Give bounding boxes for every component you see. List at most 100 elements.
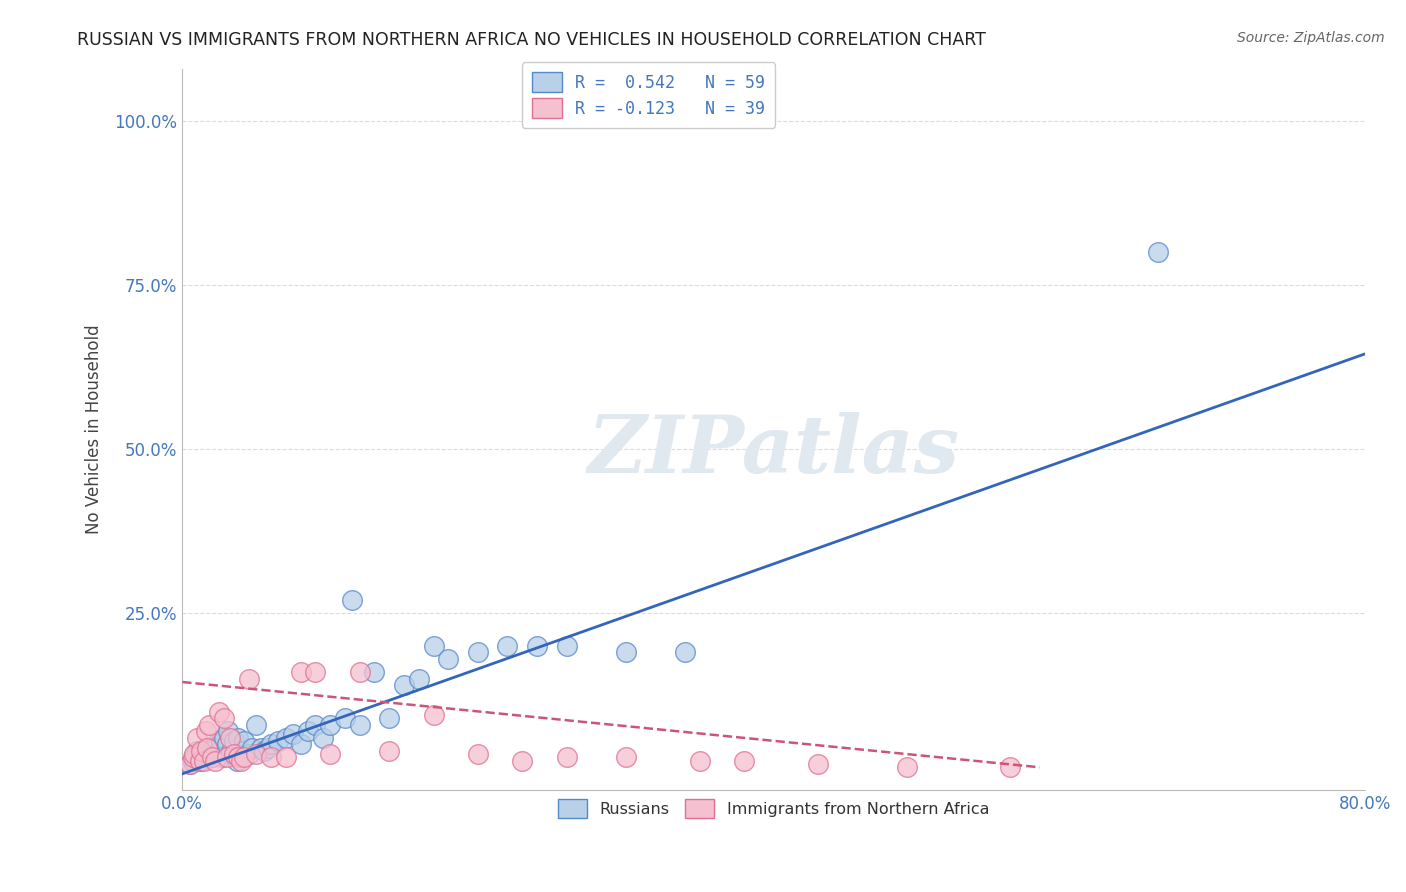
Point — [281, 727, 304, 741]
Point — [208, 744, 231, 758]
Point — [267, 734, 290, 748]
Point — [614, 645, 637, 659]
Point — [190, 744, 212, 758]
Point — [408, 672, 430, 686]
Point — [422, 639, 444, 653]
Point — [1147, 245, 1170, 260]
Point — [222, 747, 245, 761]
Point — [181, 750, 204, 764]
Point — [555, 750, 578, 764]
Point — [274, 750, 297, 764]
Point — [378, 711, 401, 725]
Point — [231, 754, 253, 768]
Point — [297, 724, 319, 739]
Point — [186, 744, 208, 758]
Point — [467, 645, 489, 659]
Point — [240, 740, 263, 755]
Point — [319, 717, 342, 731]
Point — [231, 744, 253, 758]
Point — [186, 747, 208, 761]
Point — [614, 750, 637, 764]
Point — [233, 750, 256, 764]
Point — [228, 750, 250, 764]
Point — [304, 665, 326, 680]
Point — [290, 737, 312, 751]
Point — [733, 754, 755, 768]
Point — [215, 737, 238, 751]
Point — [249, 740, 271, 755]
Point — [197, 740, 219, 755]
Point — [181, 754, 204, 768]
Point — [422, 707, 444, 722]
Point — [212, 731, 235, 745]
Point — [226, 754, 249, 768]
Point — [304, 717, 326, 731]
Point — [238, 747, 260, 761]
Point — [378, 744, 401, 758]
Point — [209, 734, 232, 748]
Point — [205, 737, 228, 751]
Point — [496, 639, 519, 653]
Point — [183, 747, 205, 761]
Point — [233, 734, 256, 748]
Point — [998, 760, 1021, 774]
Point — [319, 747, 342, 761]
Point — [215, 750, 238, 764]
Point — [252, 744, 274, 758]
Point — [188, 754, 211, 768]
Point — [673, 645, 696, 659]
Point — [245, 717, 267, 731]
Point — [349, 665, 371, 680]
Point — [896, 760, 918, 774]
Point — [194, 724, 217, 739]
Point — [211, 750, 233, 764]
Point — [526, 639, 548, 653]
Point — [260, 750, 283, 764]
Y-axis label: No Vehicles in Household: No Vehicles in Household — [86, 325, 103, 534]
Legend: Russians, Immigrants from Northern Africa: Russians, Immigrants from Northern Afric… — [550, 791, 997, 826]
Point — [204, 747, 226, 761]
Point — [510, 754, 533, 768]
Point — [349, 717, 371, 731]
Point — [218, 747, 240, 761]
Point — [183, 750, 205, 764]
Point — [274, 731, 297, 745]
Point — [194, 750, 217, 764]
Text: Source: ZipAtlas.com: Source: ZipAtlas.com — [1237, 31, 1385, 45]
Point — [290, 665, 312, 680]
Point — [312, 731, 335, 745]
Point — [198, 717, 221, 731]
Point — [197, 747, 219, 761]
Point — [245, 747, 267, 761]
Point — [342, 593, 364, 607]
Point — [217, 724, 239, 739]
Point — [238, 672, 260, 686]
Point — [179, 757, 201, 772]
Point — [228, 731, 250, 745]
Point — [201, 750, 224, 764]
Point — [198, 740, 221, 755]
Point — [555, 639, 578, 653]
Point — [201, 744, 224, 758]
Point — [363, 665, 385, 680]
Point — [257, 740, 280, 755]
Point — [260, 737, 283, 751]
Text: ZIPatlas: ZIPatlas — [588, 412, 960, 490]
Point — [467, 747, 489, 761]
Point — [204, 754, 226, 768]
Point — [190, 747, 212, 761]
Point — [218, 731, 240, 745]
Point — [208, 705, 231, 719]
Point — [222, 734, 245, 748]
Point — [219, 744, 242, 758]
Point — [193, 754, 215, 768]
Point — [188, 754, 211, 768]
Point — [333, 711, 356, 725]
Point — [193, 744, 215, 758]
Point — [392, 678, 415, 692]
Point — [437, 652, 460, 666]
Point — [689, 754, 711, 768]
Point — [179, 757, 201, 772]
Point — [202, 750, 225, 764]
Point — [186, 731, 208, 745]
